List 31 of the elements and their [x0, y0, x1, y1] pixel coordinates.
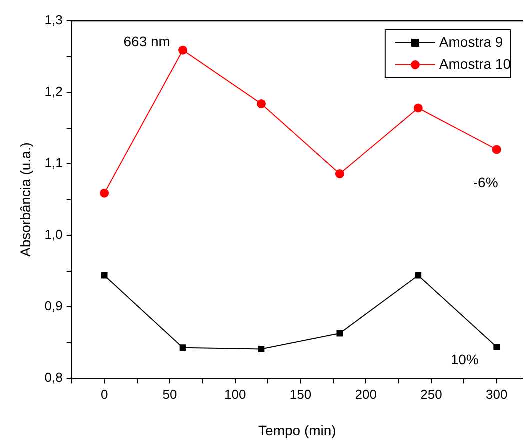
x-axis-title: Tempo (min) — [258, 422, 336, 438]
y-tick-label: 0,8 — [44, 370, 63, 386]
point — [101, 272, 108, 279]
x-tick-label: 0 — [100, 386, 108, 402]
y-tick-label: 1,1 — [44, 156, 63, 171]
x-tick-label: 150 — [290, 386, 312, 402]
point — [494, 344, 500, 350]
y-tick-label: 0,9 — [44, 298, 63, 314]
x-tick-label: 200 — [355, 386, 377, 402]
annotation: -6% — [473, 174, 498, 191]
x-tick-label: 300 — [486, 386, 508, 402]
y-tick-label: 1,3 — [44, 12, 63, 28]
y-tick-label: 1,2 — [44, 84, 63, 100]
point — [492, 145, 502, 154]
annotation: 663 nm — [124, 33, 170, 50]
x-tick-label: 50 — [162, 386, 178, 402]
point — [180, 344, 186, 352]
point — [256, 99, 266, 108]
y-tick-label: 1,0 — [44, 227, 63, 242]
x-tick-label: 250 — [420, 386, 442, 402]
y-axis-title: Absorbância (u.a.) — [17, 142, 34, 258]
annotation: 10% — [450, 352, 479, 368]
x-tick-label: 100 — [224, 386, 246, 402]
point — [258, 346, 265, 352]
point — [100, 188, 110, 198]
point — [178, 46, 188, 55]
point — [335, 170, 344, 179]
point — [414, 104, 423, 113]
point — [415, 272, 422, 279]
legend-label: Amostra 9 — [439, 34, 504, 50]
legend-label: Amostra 10 — [439, 56, 512, 72]
